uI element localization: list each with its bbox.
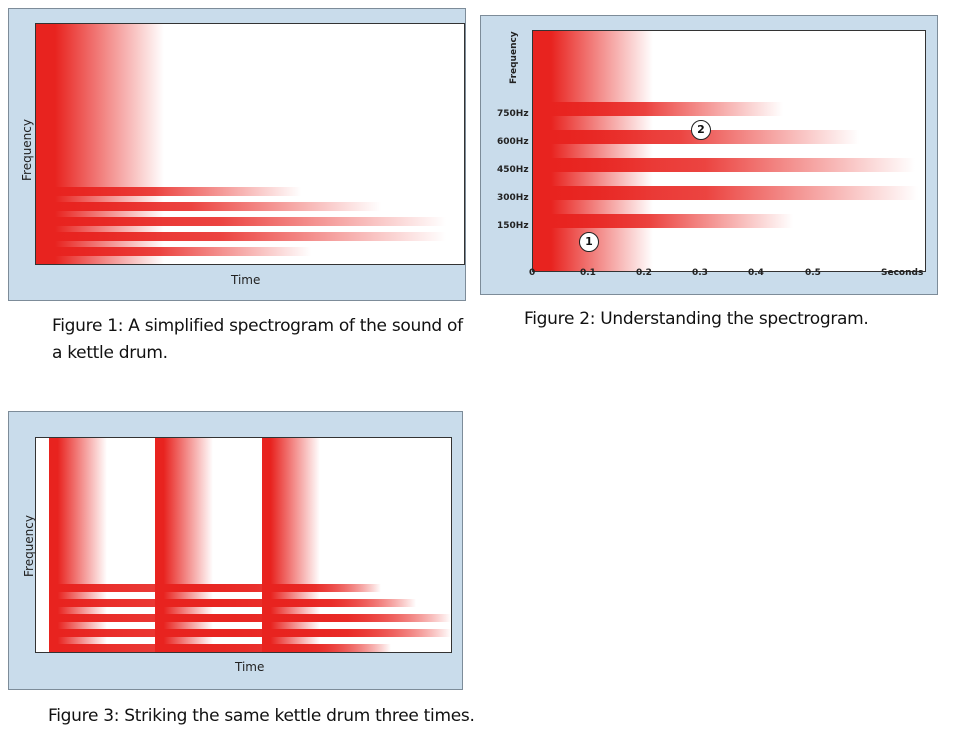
figure2-x-tick-0.5: 0.5 <box>805 268 821 278</box>
figure1-spectrogram-svg <box>36 24 446 264</box>
figure2-y-tick-300: 300Hz <box>497 193 529 203</box>
figure2-caption: Figure 2: Understanding the spectrogram. <box>524 309 869 329</box>
figure3-caption: Figure 3: Striking the same kettle drum … <box>48 706 475 726</box>
figure1-band-2 <box>36 202 381 211</box>
figure1-panel: Frequency Time <box>8 8 466 301</box>
figure2-x-tick-0.3: 0.3 <box>692 268 708 278</box>
figure2-marker-2: 2 <box>691 120 711 140</box>
figure1-band-1 <box>36 187 301 196</box>
figure2-x-tick-seconds: Seconds <box>881 268 924 278</box>
figure2-x-tick-0: 0 <box>529 268 536 278</box>
figure2-spectrogram: 1 2 <box>532 30 926 272</box>
figure1-band-5 <box>36 247 311 256</box>
figure2-x-tick-0.4: 0.4 <box>748 268 764 278</box>
figure2-y-axis-label: Frequency <box>509 31 519 84</box>
figure3-spectrogram-svg <box>49 438 451 652</box>
figure3-strike-burst-1 <box>49 438 107 652</box>
figure1-band-3 <box>36 217 446 226</box>
figure3-panel: Frequency Time <box>8 411 463 690</box>
figure1-caption: Figure 1: A simplified spectrogram of th… <box>52 313 472 367</box>
figure3-strike3-band-5 <box>262 644 391 652</box>
figure1-caption-line2: a kettle drum. <box>52 343 168 363</box>
figure3-y-axis-label: Frequency <box>22 515 36 577</box>
figure3-strike3-band-2 <box>262 599 416 607</box>
figure1-caption-line1: Figure 1: A simplified spectrogram of th… <box>52 316 463 336</box>
figure2-x-tick-0.2: 0.2 <box>636 268 652 278</box>
figure3-x-axis-label: Time <box>235 660 265 674</box>
figure1-y-axis-label: Frequency <box>20 119 34 181</box>
figure2-y-tick-750: 750Hz <box>497 109 529 119</box>
figure3-strike-burst-2 <box>155 438 213 652</box>
figure1-band-4 <box>36 232 446 241</box>
figure2-y-tick-450: 450Hz <box>497 165 529 175</box>
figure3-strike3-band-4 <box>262 629 451 637</box>
figure2-spectrogram-svg <box>533 31 918 271</box>
figure2-y-tick-150: 150Hz <box>497 221 529 231</box>
figure1-x-axis-label: Time <box>231 273 261 287</box>
figure1-spectrogram <box>35 23 465 265</box>
figure2-x-tick-0.1: 0.1 <box>580 268 596 278</box>
figure2-panel: Frequency 750Hz 600Hz 450Hz 300Hz 150Hz … <box>480 15 938 295</box>
figure2-strike-burst <box>533 31 653 271</box>
figure2-y-tick-600: 600Hz <box>497 137 529 147</box>
figure1-strike-burst <box>36 24 164 264</box>
figure2-marker-1: 1 <box>579 232 599 252</box>
figure3-strike3-band-3 <box>262 614 451 622</box>
figure3-spectrogram <box>35 437 452 653</box>
figure3-strike-burst-3 <box>262 438 320 652</box>
figure3-strike3-band-1 <box>262 584 381 592</box>
